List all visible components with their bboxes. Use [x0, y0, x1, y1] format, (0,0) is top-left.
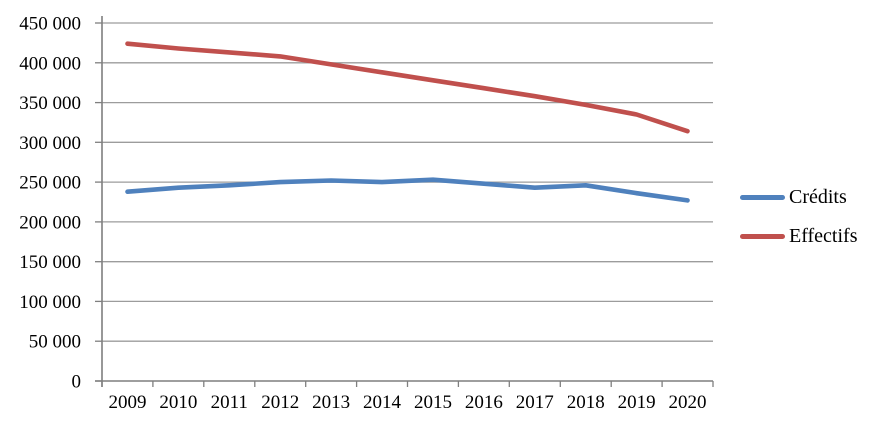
- x-axis-tick-label: 2018: [567, 392, 605, 413]
- y-axis-tick-label: 0: [72, 372, 82, 393]
- x-axis-tick-label: 2016: [465, 392, 503, 413]
- y-axis-tick-label: 50 000: [29, 332, 81, 353]
- data-series: [125, 41, 690, 203]
- x-axis-tick-label: 2019: [618, 392, 656, 413]
- series-line-credits: [125, 177, 690, 203]
- y-axis-tick-label: 300 000: [19, 133, 81, 154]
- axes: [95, 16, 714, 387]
- credits-line-swatch: [740, 194, 785, 200]
- legend-item-effectifs: Effectifs: [740, 225, 858, 247]
- y-axis-tick-label: 200 000: [19, 212, 81, 233]
- y-axis-tick-label: 100 000: [19, 292, 81, 313]
- y-axis-tick-label: 450 000: [19, 14, 81, 35]
- legend: Crédits Effectifs: [740, 186, 858, 247]
- x-axis-tick-label: 2017: [516, 392, 554, 413]
- x-axis-tick-label: 2010: [159, 392, 197, 413]
- y-axis-tick-label: 150 000: [19, 252, 81, 273]
- series-line-effectifs: [125, 41, 690, 134]
- x-axis-tick-label: 2020: [669, 392, 707, 413]
- x-axis-tick-label: 2009: [109, 392, 147, 413]
- x-axis-tick-label: 2012: [261, 392, 299, 413]
- legend-label-effectifs: Effectifs: [789, 225, 858, 247]
- x-axis-tick-label: 2011: [211, 392, 248, 413]
- legend-label-credits: Crédits: [789, 186, 847, 208]
- y-axis-tick-label: 400 000: [19, 53, 81, 74]
- x-axis-tick-label: 2013: [312, 392, 350, 413]
- legend-item-credits: Crédits: [740, 186, 858, 208]
- x-axis-tick-label: 2014: [363, 392, 402, 413]
- y-axis-tick-label: 350 000: [19, 93, 81, 114]
- x-axis-tick-label: 2015: [414, 392, 452, 413]
- y-axis-tick-label: 250 000: [19, 173, 81, 194]
- axis-labels: 0 50 000 100 000 150 000 200 000 250 000 300 0…: [19, 14, 706, 414]
- effectifs-line-swatch: [740, 233, 785, 239]
